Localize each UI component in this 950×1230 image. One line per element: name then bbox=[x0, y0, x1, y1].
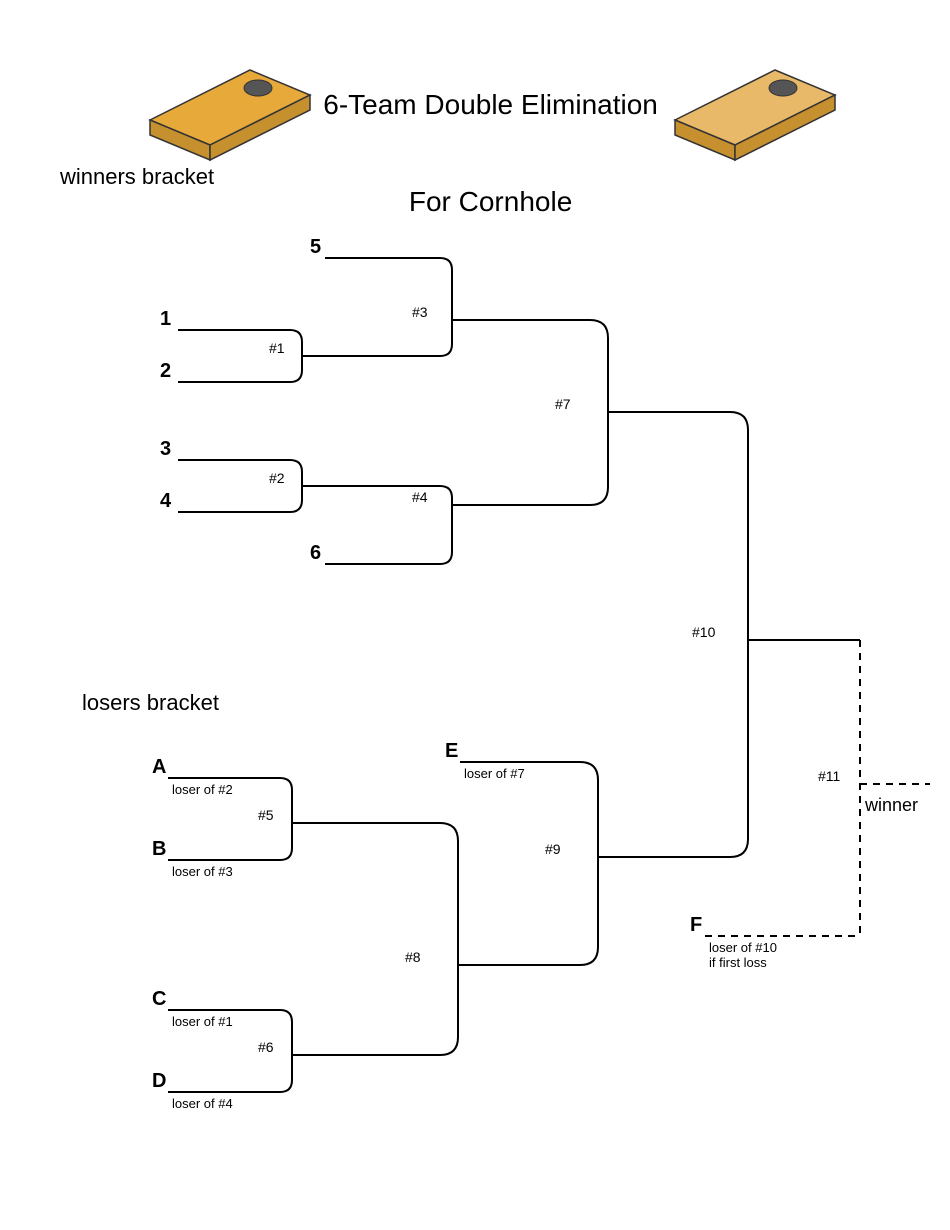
loser-slot-B: B bbox=[152, 838, 166, 861]
game-label-g2: #2 bbox=[269, 470, 285, 486]
game-label-g10: #10 bbox=[692, 624, 715, 640]
loser-slot-note-A: loser of #2 bbox=[172, 782, 233, 797]
seed-1: 1 bbox=[160, 308, 171, 331]
seed-6: 6 bbox=[310, 542, 321, 565]
loser-slot-note-E: loser of #7 bbox=[464, 766, 525, 781]
game-label-g11: #11 bbox=[818, 768, 840, 784]
game-label-g9: #9 bbox=[545, 841, 561, 857]
loser-slot-F: F bbox=[690, 914, 702, 937]
game-label-g3: #3 bbox=[412, 304, 428, 320]
loser-slot-C: C bbox=[152, 988, 166, 1011]
game-label-g1: #1 bbox=[269, 340, 285, 356]
game-label-g7: #7 bbox=[555, 396, 571, 412]
game-label-g4: #4 bbox=[412, 489, 428, 505]
game-label-g8: #8 bbox=[405, 949, 421, 965]
seed-3: 3 bbox=[160, 438, 171, 461]
loser-slot-note-B: loser of #3 bbox=[172, 864, 233, 879]
game-label-g6: #6 bbox=[258, 1039, 274, 1055]
loser-slot-note-D: loser of #4 bbox=[172, 1096, 233, 1111]
loser-slot-D: D bbox=[152, 1070, 166, 1093]
seed-5: 5 bbox=[310, 236, 321, 259]
game-label-g5: #5 bbox=[258, 807, 274, 823]
loser-slot-E: E bbox=[445, 740, 458, 763]
winner-label: winner bbox=[865, 795, 918, 816]
seed-4: 4 bbox=[160, 490, 171, 513]
loser-slot-note-F: loser of #10 if first loss bbox=[709, 940, 777, 970]
seed-2: 2 bbox=[160, 360, 171, 383]
loser-slot-note-C: loser of #1 bbox=[172, 1014, 233, 1029]
loser-slot-A: A bbox=[152, 756, 166, 779]
